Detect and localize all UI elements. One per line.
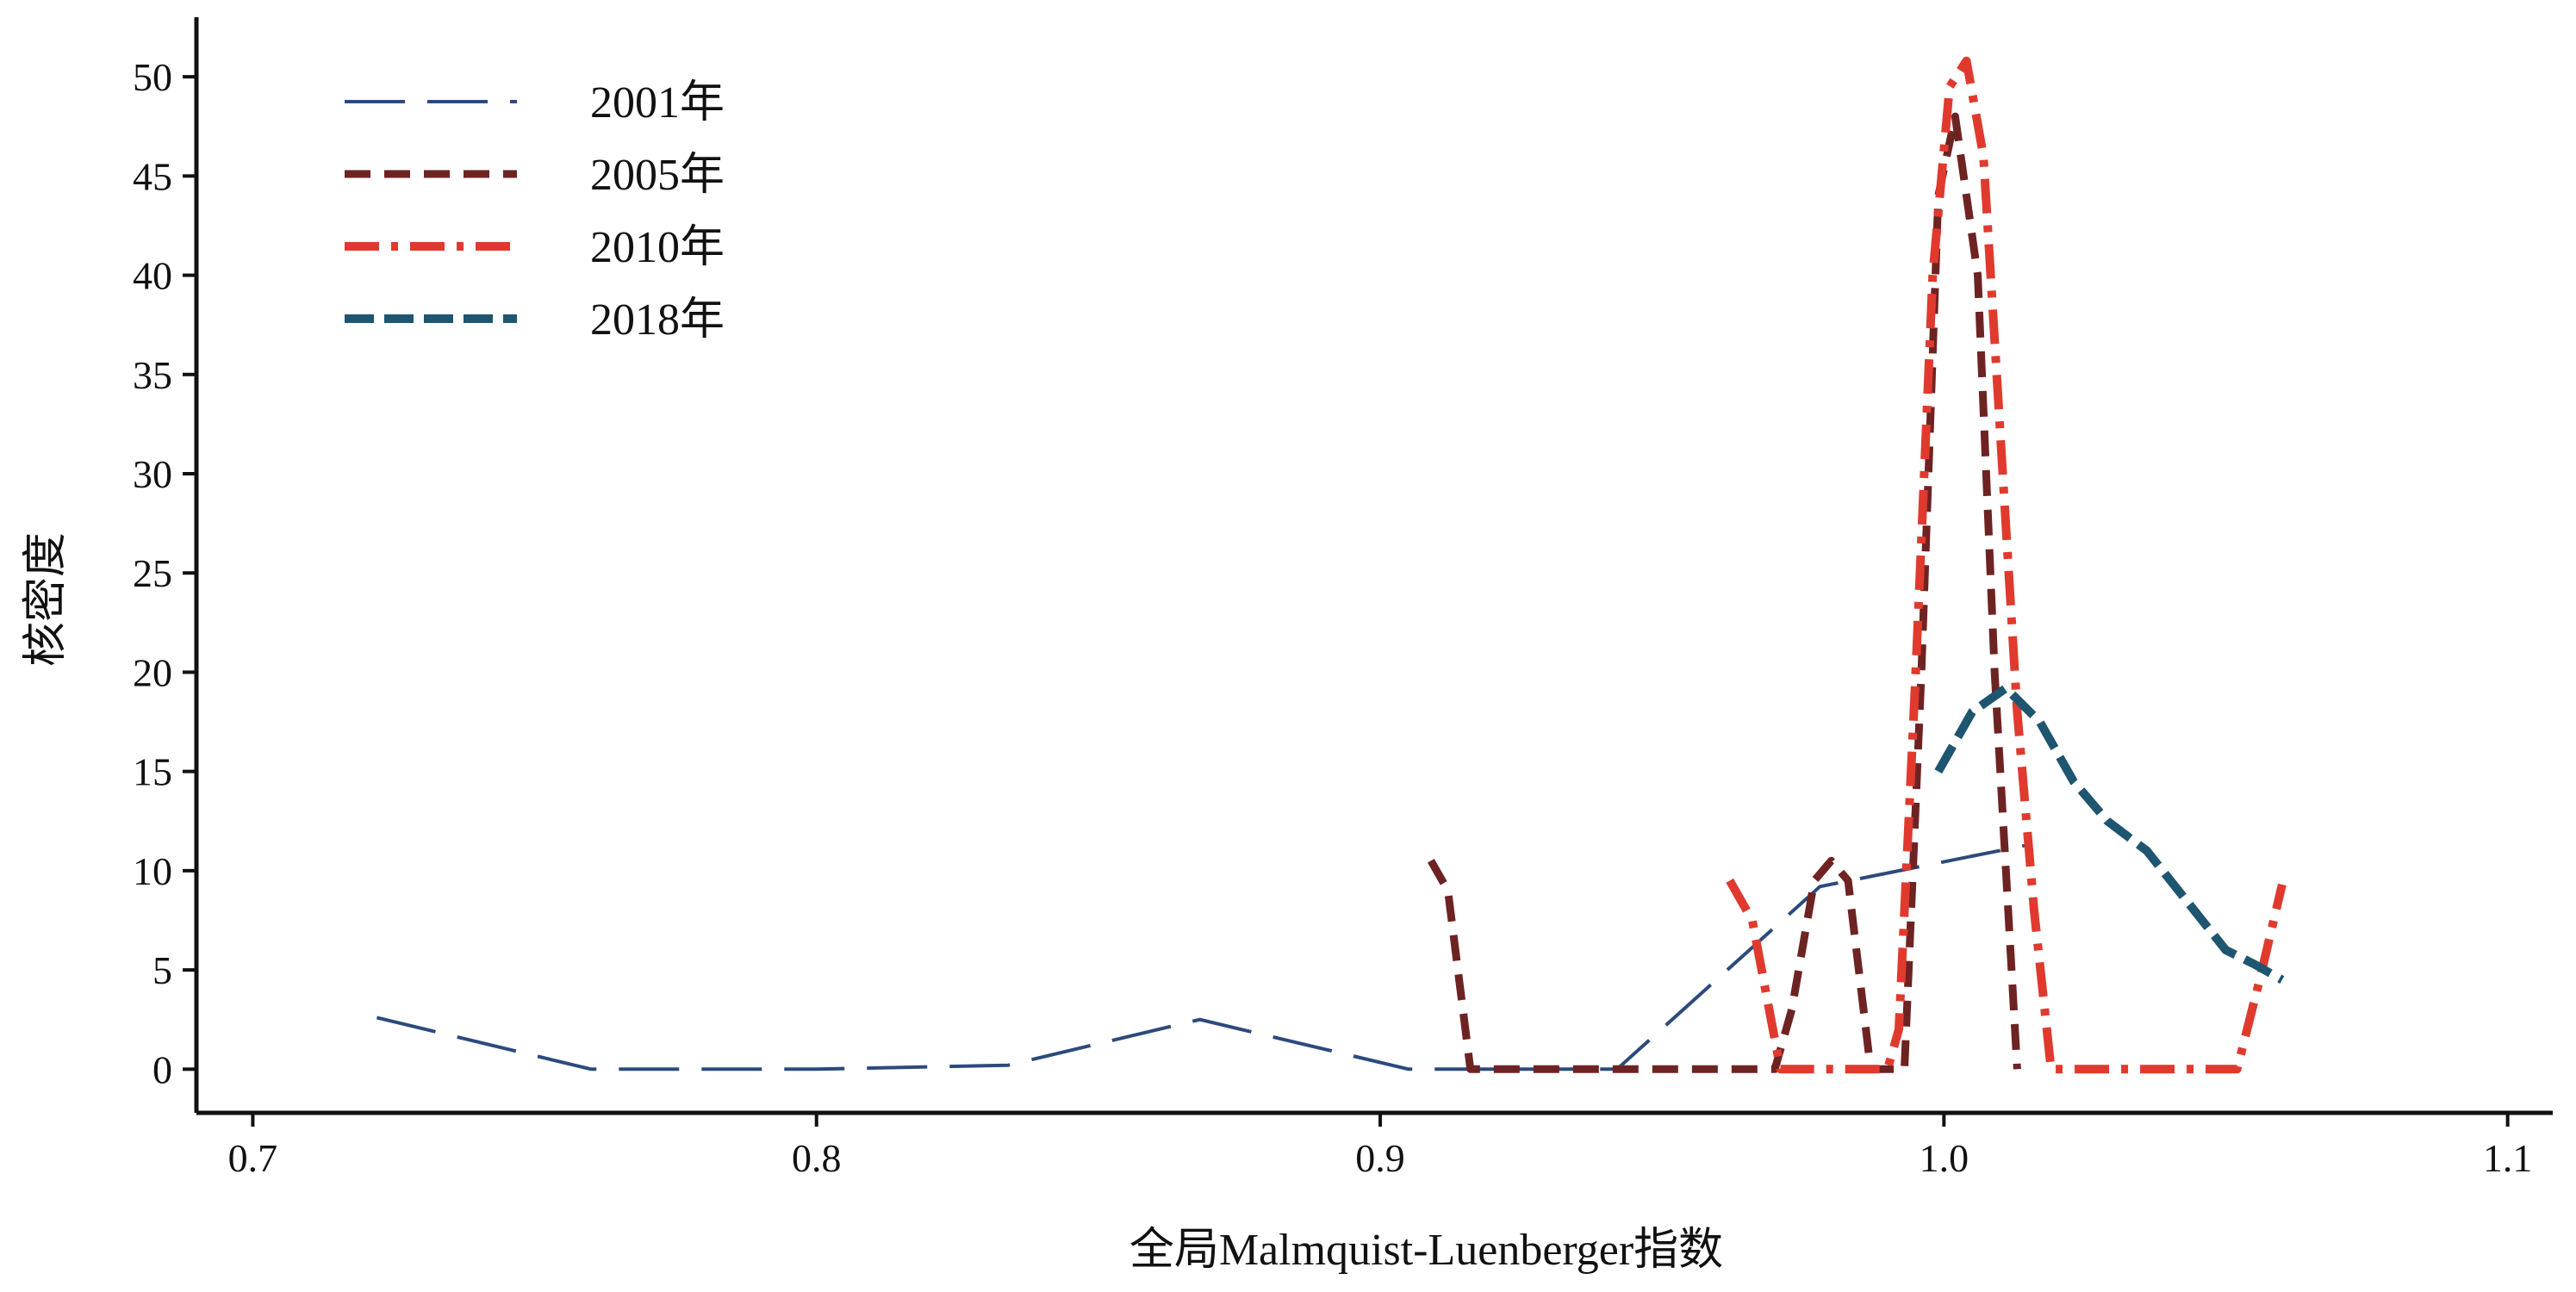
- y-tick-label: 45: [133, 154, 172, 198]
- x-tick-label: 1.0: [1920, 1136, 1969, 1180]
- y-tick-label: 20: [133, 650, 172, 694]
- y-tick-label: 25: [133, 551, 172, 595]
- series-line: [1427, 112, 2021, 1073]
- legend: 2001年 2005年 2010年 2018年: [345, 78, 725, 345]
- series-line: [1934, 683, 2285, 984]
- y-tick-label: 50: [133, 55, 172, 99]
- y-tick-label: 30: [133, 452, 172, 496]
- legend-label: 2010年: [590, 223, 725, 272]
- axes: [194, 17, 2553, 1115]
- axis-ticks: 0.7 0.8 0.9 1.0 1.1 0 5 10 15 20 25 30 35 40 45 50: [133, 55, 2532, 1180]
- y-tick-label: 40: [133, 254, 172, 298]
- y-axis-title: 核密度: [22, 532, 71, 667]
- x-tick-label: 0.8: [792, 1136, 842, 1180]
- legend-label: 2001年: [590, 78, 725, 127]
- series-line: [1726, 56, 2287, 1074]
- y-tick-label: 0: [152, 1047, 172, 1091]
- legend-label: 2005年: [590, 151, 725, 200]
- x-axis-title: 全局Malmquist-Luenberger指数: [1129, 1226, 1723, 1275]
- y-tick-label: 35: [133, 353, 172, 397]
- x-tick-label: 0.7: [228, 1136, 278, 1180]
- x-tick-label: 0.9: [1355, 1136, 1405, 1180]
- y-tick-label: 15: [133, 750, 172, 794]
- plot-area: [376, 56, 2287, 1074]
- series-line: [376, 842, 2029, 1071]
- y-tick-label: 10: [133, 849, 172, 893]
- y-tick-label: 5: [152, 948, 172, 992]
- legend-label: 2018年: [590, 295, 725, 345]
- x-tick-label: 1.1: [2483, 1136, 2533, 1180]
